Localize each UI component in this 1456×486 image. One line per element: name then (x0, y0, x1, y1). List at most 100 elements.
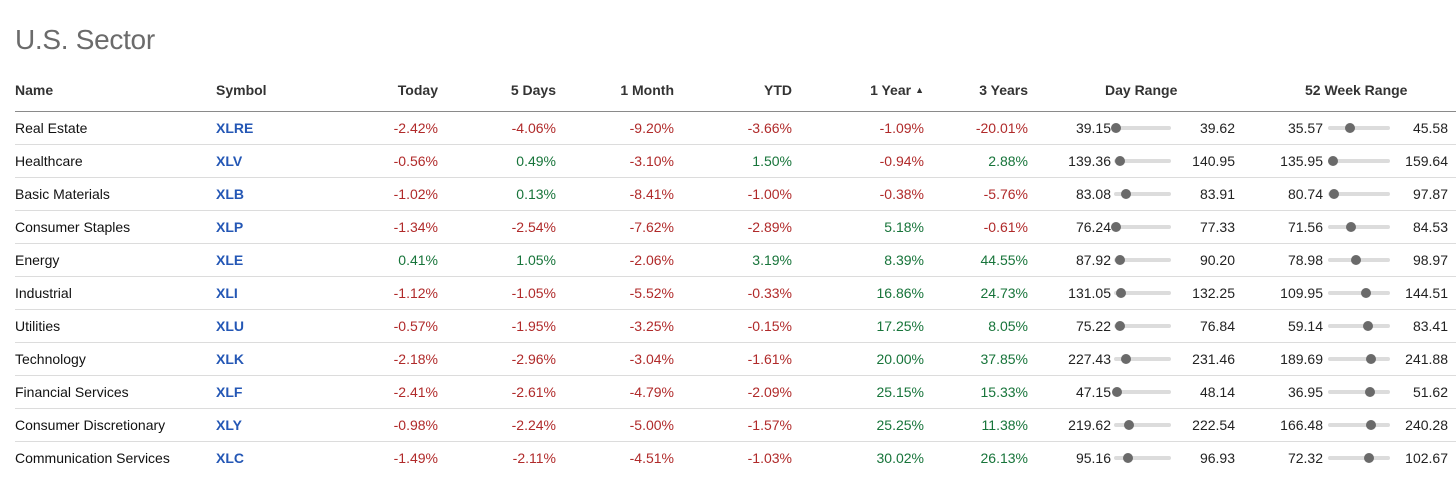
day-range-bar (1114, 189, 1171, 199)
table-row[interactable]: Industrial XLI -1.12% -1.05% -5.52% -0.33% 16.… (15, 277, 1456, 310)
cell-5-days: -1.95% (511, 318, 556, 334)
table-row[interactable]: Communication Services XLC -1.49% -2.11% -4.… (15, 442, 1456, 474)
triangle-up-icon: ▲ (915, 85, 924, 95)
week52-range-high: 102.67 (1405, 450, 1448, 466)
cell-ytd: -2.89% (747, 219, 792, 235)
table-row[interactable]: Real Estate XLRE -2.42% -4.06% -9.20% -3.66% -… (15, 112, 1456, 145)
cell-today: -2.18% (393, 351, 438, 367)
table-row[interactable]: Consumer Staples XLP -1.34% -2.54% -7.62% -2.… (15, 211, 1456, 244)
day-range-high: 90.20 (1199, 252, 1235, 268)
week52-range-low: 78.98 (1287, 252, 1323, 268)
cell-3-years: 15.33% (980, 384, 1028, 400)
table-row[interactable]: Energy XLE 0.41% 1.05% -2.06% 3.19% 8.39% 44.55… (15, 244, 1456, 277)
cell-symbol-link[interactable]: XLP (216, 219, 244, 235)
week52-range-low: 109.95 (1280, 285, 1323, 301)
cell-symbol-link[interactable]: XLI (216, 285, 238, 301)
week52-range-marker (1365, 387, 1376, 397)
day-range-bar (1110, 222, 1171, 232)
cell-symbol-link[interactable]: XLK (216, 351, 244, 367)
page-title: U.S. Sector (15, 24, 155, 55)
column-header-ytd[interactable]: YTD (764, 82, 792, 98)
cell-3-years: 24.73% (980, 285, 1028, 301)
cell-5-days: 1.05% (516, 252, 556, 268)
cell-1-month: -4.79% (629, 384, 674, 400)
week52-range-high: 240.28 (1405, 417, 1448, 433)
table-row[interactable]: Utilities XLU -0.57% -1.95% -3.25% -0.15% 17.2… (15, 310, 1456, 343)
column-header-1-year-label: 1 Year (870, 82, 912, 98)
cell-1-year: 30.02% (876, 450, 924, 466)
cell-ytd: -2.09% (747, 384, 792, 400)
column-header-1-year[interactable]: 1 Year ▲ (870, 82, 924, 98)
cell-5-days: 0.13% (516, 186, 556, 202)
day-range-bar (1114, 255, 1171, 265)
cell-1-month: -3.04% (629, 351, 674, 367)
column-header-symbol[interactable]: Symbol (216, 82, 267, 98)
day-range-bar (1114, 453, 1171, 463)
week52-range-high: 98.97 (1412, 252, 1448, 268)
cell-symbol-link[interactable]: XLY (216, 417, 242, 433)
cell-today: -1.34% (393, 219, 438, 235)
column-header-today[interactable]: Today (397, 82, 438, 98)
column-header-52-week-range[interactable]: 52 Week Range (1305, 82, 1408, 98)
column-header-name[interactable]: Name (15, 82, 54, 98)
day-range-marker (1123, 453, 1134, 463)
day-range-bar (1110, 123, 1171, 133)
table-row[interactable]: Financial Services XLF -2.41% -2.61% -4.79% -… (15, 376, 1456, 409)
week52-range-bar (1328, 321, 1390, 331)
cell-1-year: 17.25% (876, 318, 924, 334)
table-row[interactable]: Basic Materials XLB -1.02% 0.13% -8.41% -1.00… (15, 178, 1456, 211)
cell-symbol-link[interactable]: XLC (216, 450, 244, 466)
week52-range-low: 71.56 (1287, 219, 1323, 235)
week52-range-high: 241.88 (1405, 351, 1448, 367)
cell-ytd: 3.19% (752, 252, 792, 268)
cell-3-years: 11.38% (981, 417, 1028, 433)
column-header-5-days[interactable]: 5 Days (510, 82, 556, 98)
cell-name: Healthcare (15, 153, 83, 169)
cell-1-month: -5.00% (629, 417, 674, 433)
cell-ytd: -1.00% (747, 186, 792, 202)
week52-range-high: 83.41 (1412, 318, 1448, 334)
cell-3-years: 2.88% (988, 153, 1028, 169)
week52-range-marker (1345, 123, 1356, 133)
day-range-low: 87.92 (1075, 252, 1111, 268)
day-range-marker (1110, 222, 1121, 232)
cell-symbol-link[interactable]: XLF (216, 384, 243, 400)
table-row[interactable]: Technology XLK -2.18% -2.96% -3.04% -1.61% 20.… (15, 343, 1456, 376)
column-header-day-range[interactable]: Day Range (1105, 82, 1178, 98)
day-range-bar (1114, 156, 1171, 166)
week52-range-marker (1327, 156, 1338, 166)
week52-range-low: 135.95 (1280, 153, 1323, 169)
day-range-marker (1111, 387, 1122, 397)
cell-name: Utilities (15, 318, 61, 334)
day-range-marker (1110, 123, 1121, 133)
week52-range-marker (1360, 288, 1371, 298)
cell-symbol-link[interactable]: XLRE (216, 120, 254, 136)
cell-symbol-link[interactable]: XLV (216, 153, 243, 169)
cell-1-month: -3.25% (629, 318, 674, 334)
table-row[interactable]: Healthcare XLV -0.56% 0.49% -3.10% 1.50% -0.94… (15, 145, 1456, 178)
cell-today: -1.49% (393, 450, 438, 466)
cell-name: Basic Materials (15, 186, 110, 202)
cell-symbol-link[interactable]: XLB (216, 186, 244, 202)
day-range-bar (1114, 354, 1171, 364)
cell-5-days: -4.06% (511, 120, 556, 136)
cell-symbol-link[interactable]: XLU (216, 318, 244, 334)
cell-name: Real Estate (15, 120, 88, 136)
cell-1-month: -7.62% (629, 219, 674, 235)
cell-today: -1.12% (393, 285, 438, 301)
cell-1-year: 5.18% (884, 219, 924, 235)
cell-1-month: -4.51% (629, 450, 674, 466)
cell-1-year: 20.00% (876, 351, 924, 367)
table-row[interactable]: Consumer Discretionary XLY -0.98% -2.24% -5.… (15, 409, 1456, 442)
week52-range-marker (1345, 222, 1356, 232)
cell-3-years: 44.55% (980, 252, 1028, 268)
cell-ytd: -0.33% (747, 285, 792, 301)
column-header-3-years[interactable]: 3 Years (979, 82, 1028, 98)
cell-symbol-link[interactable]: XLE (216, 252, 244, 268)
cell-3-years: 8.05% (988, 318, 1028, 334)
day-range-low: 227.43 (1068, 351, 1111, 367)
cell-today: -0.57% (393, 318, 438, 334)
column-header-1-month[interactable]: 1 Month (620, 82, 674, 98)
cell-today: -2.42% (393, 120, 438, 136)
week52-range-marker (1362, 321, 1373, 331)
